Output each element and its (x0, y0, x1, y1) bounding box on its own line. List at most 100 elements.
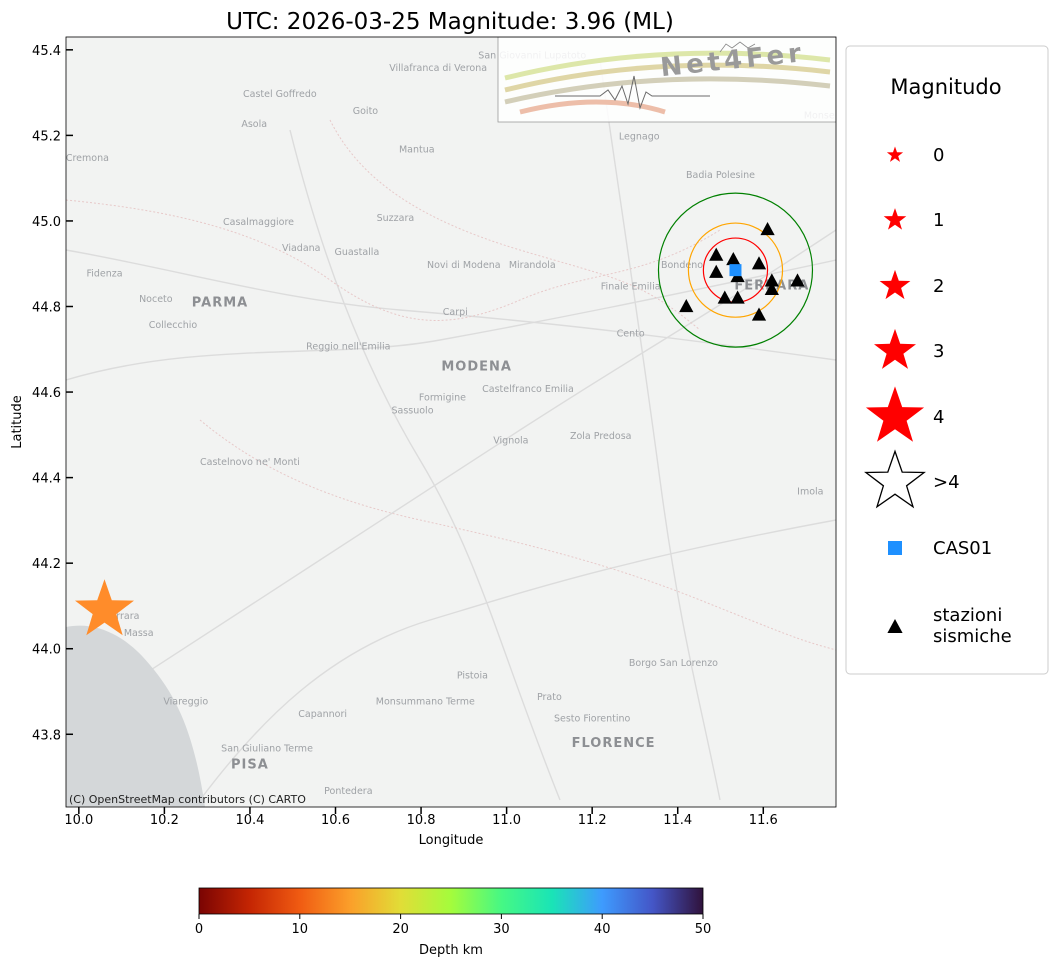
place-label: FLORENCE (572, 736, 656, 751)
place-label: Castelnovo ne' Monti (200, 457, 300, 468)
chart-title: UTC: 2026-03-25 Magnitude: 3.96 (ML) (226, 9, 674, 35)
place-label: Castel Goffredo (243, 89, 317, 100)
place-label: Carpi (443, 307, 468, 318)
legend-label: 3 (933, 341, 944, 362)
legend-label: 1 (933, 210, 944, 231)
epicenter-star (75, 579, 134, 636)
legend-star-marker (879, 269, 911, 300)
place-label: Capannori (298, 709, 347, 720)
reference-station (729, 264, 742, 277)
place-label: Suzzara (377, 213, 415, 224)
place-label: Pontedera (324, 786, 372, 797)
legend-label-line2: sismiche (933, 626, 1012, 647)
y-tick-label: 44.4 (32, 472, 61, 487)
place-label: Sassuolo (391, 405, 433, 416)
legend-star-marker (874, 328, 916, 369)
station-marker (717, 290, 732, 304)
station-marker (709, 247, 724, 261)
map-attribution: (C) OpenStreetMap contributors (C) CARTO (69, 793, 306, 806)
colorbar-label: Depth km (419, 943, 483, 958)
place-label: Cremona (66, 153, 109, 164)
x-tick-label: 11.6 (749, 813, 778, 828)
station-marker (751, 307, 767, 321)
legend-title: Magnitudo (890, 75, 1001, 99)
place-label: Vignola (493, 435, 528, 446)
place-label: Villafranca di Verona (389, 63, 487, 74)
map-frame (65, 36, 837, 808)
colorbar-tick-label: 40 (594, 922, 611, 937)
place-label: Massa (124, 628, 154, 639)
place-label: Finale Emilia (601, 281, 661, 292)
place-label: PARMA (192, 296, 248, 311)
place-label: Mirandola (509, 260, 556, 271)
place-label: San Giuliano Terme (221, 743, 313, 754)
station-marker (709, 264, 724, 278)
place-label: Reggio nell'Emilia (306, 341, 390, 352)
station-marker (790, 273, 805, 287)
net4fer-logo: Net4Fer (497, 37, 836, 123)
colorbar-tick-label: 10 (292, 922, 309, 937)
y-tick-label: 44.0 (32, 643, 61, 658)
epicenter (75, 579, 134, 636)
colorbar-tick-label: 0 (195, 922, 203, 937)
y-tick-label: 44.8 (32, 301, 61, 316)
station-marker (751, 256, 767, 270)
station-marker (726, 251, 741, 266)
road-network (66, 59, 836, 801)
x-tick-label: 11.0 (492, 813, 521, 828)
x-tick-label: 11.2 (578, 813, 607, 828)
legend-label: 4 (933, 407, 944, 428)
station-marker (760, 222, 775, 236)
place-label: MODENA (441, 360, 512, 375)
place-label: Viadana (282, 243, 320, 254)
station-marker (730, 290, 745, 304)
x-tick-label: 10.6 (321, 813, 350, 828)
place-label: Carrara (104, 611, 140, 622)
place-label: Legnago (619, 132, 660, 143)
place-label: Collecchio (149, 320, 198, 331)
place-label: Mantua (399, 145, 435, 156)
y-tick-label: 45.0 (32, 215, 61, 230)
legend-star-outline-marker (864, 449, 926, 509)
place-label: Borgo San Lorenzo (629, 658, 718, 669)
y-tick-label: 44.2 (32, 557, 61, 572)
station-marker (764, 273, 779, 287)
map-area[interactable]: San Giovanni LupatotoVillafranca di Vero… (66, 37, 851, 807)
legend-label: CAS01 (933, 538, 992, 559)
place-label: PISA (231, 758, 269, 773)
place-label: Asola (241, 119, 267, 130)
place-label: Badia Polesine (686, 170, 755, 181)
colorbar-tick-label: 20 (392, 922, 409, 937)
x-tick-label: 11.4 (663, 813, 692, 828)
place-label: Monsummano Terme (376, 696, 475, 707)
sea-area (66, 625, 205, 807)
y-tick-label: 45.2 (32, 129, 61, 144)
place-label: Casalmaggiore (223, 217, 294, 228)
map-background (66, 37, 836, 807)
y-axis: 43.8 44.0 44.2 44.4 44.6 44.8 45.0 45.2 45.4 (32, 44, 73, 743)
place-label: Novi di Modena (427, 260, 501, 271)
legend-label: 0 (933, 145, 944, 166)
distance-ring (687, 222, 784, 318)
colorbar-tick-label: 50 (695, 922, 712, 937)
place-label: Pistoia (457, 671, 488, 682)
x-axis-label: Longitude (419, 833, 484, 848)
legend-label: stazioni (933, 605, 1002, 626)
place-label: Noceto (139, 294, 173, 305)
place-label: Imola (797, 487, 823, 498)
province-borders (66, 119, 836, 651)
place-label: Viareggio (163, 696, 208, 707)
station-marker (764, 281, 779, 296)
legend-label: 2 (933, 276, 944, 297)
x-tick-label: 10.2 (150, 813, 179, 828)
legend-triangle-marker (887, 619, 903, 633)
x-tick-label: 10.0 (64, 813, 93, 828)
x-tick-label: 10.8 (407, 813, 436, 828)
place-label: Sesto Fiorentino (554, 713, 631, 724)
place-label: Formigine (419, 393, 466, 404)
place-label: Cento (617, 328, 645, 339)
legend-label: >4 (933, 472, 960, 493)
place-label: Goito (353, 106, 379, 117)
